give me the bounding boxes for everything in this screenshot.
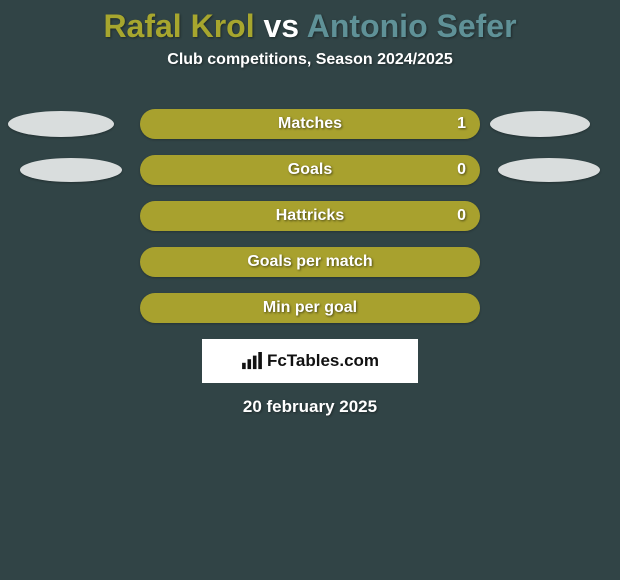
subtitle: Club competitions, Season 2024/2025 [0, 51, 620, 69]
stat-bar: Matches 1 [140, 109, 480, 139]
stat-bar: Min per goal [140, 293, 480, 323]
stat-row: Min per goal [0, 293, 620, 323]
title-player1: Rafal Krol [103, 8, 254, 44]
left-ellipse [8, 111, 114, 137]
stat-row: Goals 0 [0, 155, 620, 185]
stat-value: 0 [457, 161, 466, 179]
bars-icon [241, 352, 263, 370]
right-ellipse [490, 111, 590, 137]
date-text: 20 february 2025 [0, 397, 620, 417]
page-title: Rafal Krol vs Antonio Sefer [0, 0, 620, 45]
stat-row: Matches 1 [0, 109, 620, 139]
left-ellipse [20, 158, 122, 182]
stat-label: Goals per match [247, 253, 372, 271]
logo-text: FcTables.com [267, 351, 379, 371]
stat-rows: Matches 1 Goals 0 Hattricks 0 Goals per match M… [0, 109, 620, 323]
right-ellipse [498, 158, 600, 182]
stat-label: Hattricks [276, 207, 344, 225]
stat-bar: Goals per match [140, 247, 480, 277]
stat-label: Min per goal [263, 299, 357, 317]
title-player2: Antonio Sefer [307, 8, 517, 44]
stat-value: 0 [457, 207, 466, 225]
stat-label: Goals [288, 161, 332, 179]
stat-value: 1 [457, 115, 466, 133]
title-vs: vs [255, 8, 307, 44]
stat-row: Goals per match [0, 247, 620, 277]
logo-box: FcTables.com [202, 339, 418, 383]
stat-row: Hattricks 0 [0, 201, 620, 231]
stat-bar: Goals 0 [140, 155, 480, 185]
stat-bar: Hattricks 0 [140, 201, 480, 231]
stat-label: Matches [278, 115, 342, 133]
